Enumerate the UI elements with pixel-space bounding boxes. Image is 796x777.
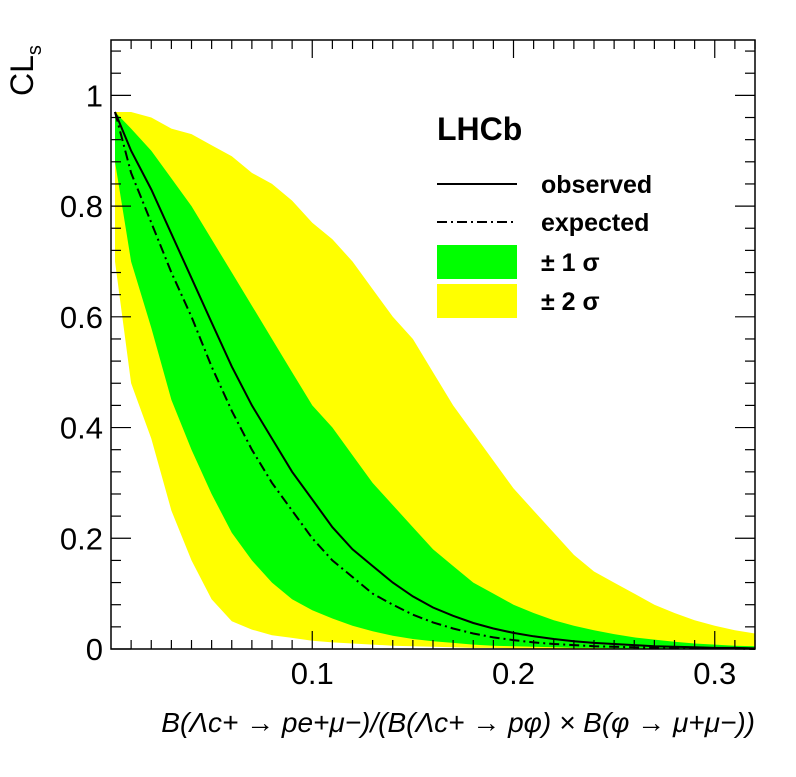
y-axis-label-subscript: s	[24, 45, 46, 55]
legend: observed expected ± 1 σ ± 2 σ	[437, 171, 652, 318]
x-axis-label: B(Λc+ → pe+μ−)/(B(Λc+ → pφ) × B(φ → μ+μ−…	[161, 707, 755, 738]
legend-2sigma-label: ± 2 σ	[541, 288, 600, 316]
legend-observed-label: observed	[541, 171, 652, 199]
band-1sigma	[115, 112, 755, 649]
axis-tick-labels: 0.1 0.2 0.3 0 0.2 0.4 0.6 0.8 1	[60, 78, 736, 691]
cls-curves	[114, 111, 756, 650]
observed-curve	[114, 111, 756, 650]
legend-expected-label: expected	[541, 209, 649, 237]
x-tick-label: 0.1	[291, 656, 334, 691]
y-tick-label: 0.8	[60, 189, 103, 224]
legend-2sigma-swatch	[437, 284, 517, 318]
x-tick-label: 0.3	[693, 656, 736, 691]
y-tick-label: 0.2	[60, 521, 103, 556]
y-tick-label: 1	[86, 78, 103, 113]
y-tick-label: 0	[86, 632, 103, 667]
x-tick-label: 0.2	[492, 656, 535, 691]
legend-1sigma-label: ± 1 σ	[541, 249, 600, 277]
sigma-bands	[115, 112, 755, 649]
y-tick-label: 0.4	[60, 411, 103, 446]
y-axis-label: CLs	[4, 45, 46, 96]
axis-ticks	[111, 40, 756, 650]
y-tick-label: 0.6	[60, 300, 103, 335]
y-axis-label-main: CL	[4, 55, 40, 96]
expected-curve	[114, 111, 756, 650]
lhcb-label: LHCb	[437, 111, 522, 147]
legend-1sigma-swatch	[437, 245, 517, 279]
